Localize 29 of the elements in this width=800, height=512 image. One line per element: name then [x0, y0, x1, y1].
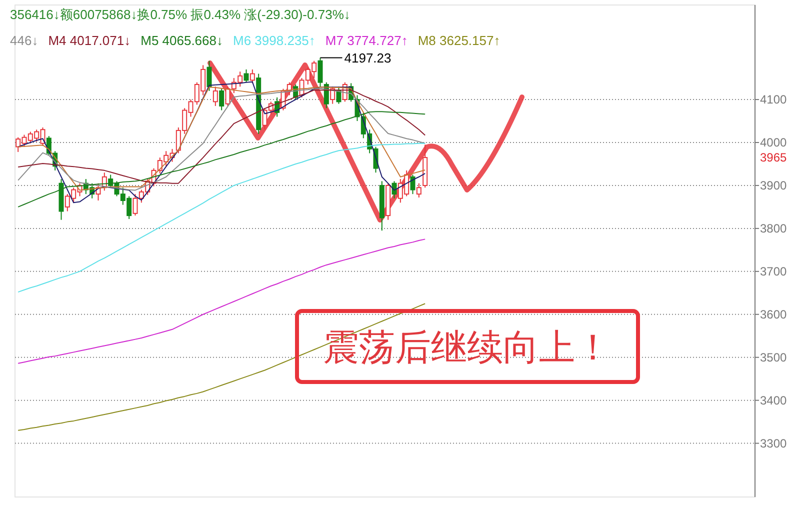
candlestick — [416, 182, 422, 198]
text: M8 3625.157↑ — [418, 33, 500, 48]
candlestick — [244, 68, 249, 83]
candlestick — [318, 57, 323, 88]
annotation: 震荡后继续向上！ — [323, 326, 611, 368]
y-tick-label: 3500 — [760, 350, 788, 365]
y-tick-label: 4000 — [760, 136, 788, 150]
y-tick-label: 3900 — [760, 178, 788, 193]
y-tick-label: 4100 — [760, 92, 788, 107]
annotation: 4197.23 — [344, 50, 392, 66]
candlestick — [212, 86, 218, 106]
text: M6 3998.235↑ — [233, 33, 316, 48]
text: M7 3774.727↑ — [325, 33, 408, 48]
y-tick-label: 3300 — [760, 436, 788, 450]
text: M4 4017.071↓ — [48, 33, 131, 48]
y-tick-label: 3800 — [760, 222, 788, 236]
y-tick-label: 3600 — [760, 308, 788, 322]
annotation: 356416↓额60075868↓换0.75% 振0.43% 涨(-29.30)-0.73%↓ — [10, 7, 350, 22]
candlestick — [132, 194, 138, 216]
text: 3965 — [760, 150, 788, 165]
candlestick — [336, 86, 342, 104]
y-tick-label: 3700 — [760, 264, 788, 279]
candlestick — [219, 88, 224, 111]
text: M5 4065.668↓ — [140, 33, 224, 48]
text: 446↓ — [10, 33, 38, 48]
candlestick — [250, 68, 255, 84]
candlestick — [206, 60, 212, 92]
candlestick — [410, 174, 416, 195]
y-tick-label: 3400 — [760, 394, 788, 408]
